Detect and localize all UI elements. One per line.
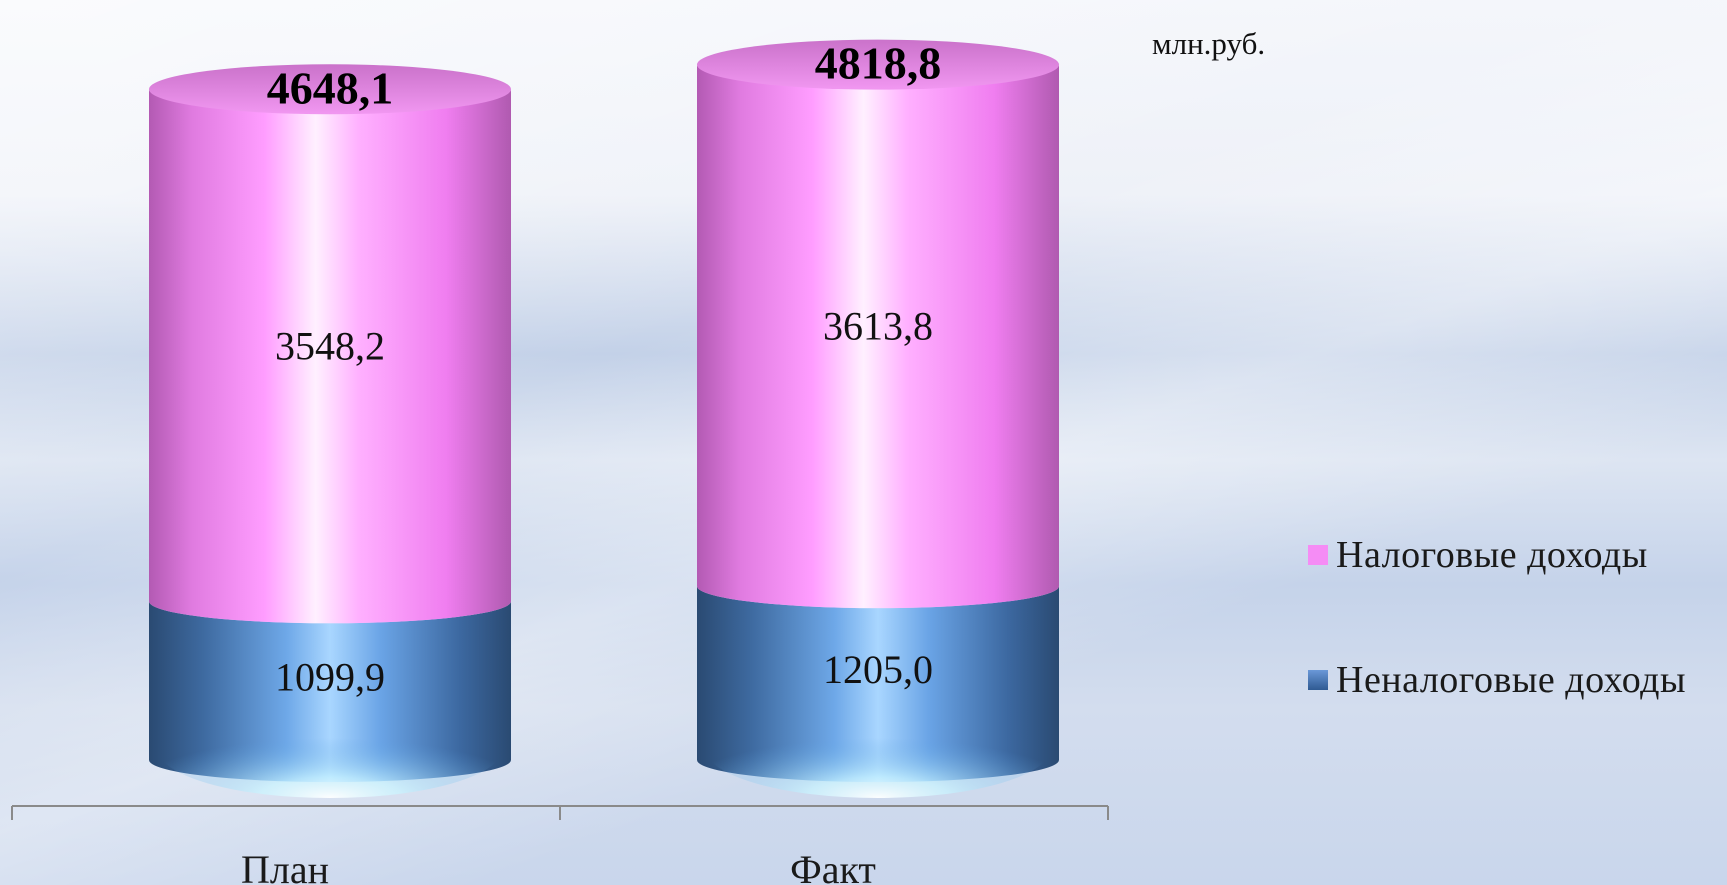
label-tax-0: 3548,2 [275, 323, 385, 368]
legend: Налоговые доходы Неналоговые доходы [1308, 534, 1686, 701]
legend-label-nontax: Неналоговые доходы [1336, 659, 1686, 701]
label-total-1: 4818,8 [815, 38, 942, 89]
bar-top-1 [697, 39, 1059, 90]
bar-nontax-glow-1 [705, 698, 1051, 798]
label-nontax-1: 1205,0 [823, 647, 933, 692]
bar-tax-1 [697, 64, 1060, 609]
bar-tax-0 [149, 89, 511, 624]
bar-top-0 [149, 64, 511, 115]
legend-swatch-nontax [1308, 670, 1328, 690]
unit-label: млн.руб. [1152, 26, 1266, 61]
bar-nontax-glow-0 [157, 698, 503, 798]
x-tick-label-1: Факт [790, 847, 876, 885]
label-tax-1: 3613,8 [823, 303, 933, 348]
x-tick-label-0: План [241, 847, 329, 885]
legend-label-tax: Налоговые доходы [1336, 534, 1648, 576]
legend-item-tax: Налоговые доходы [1308, 534, 1686, 576]
label-total-0: 4648,1 [267, 62, 394, 113]
legend-item-nontax: Неналоговые доходы [1308, 659, 1686, 701]
label-nontax-0: 1099,9 [275, 655, 385, 700]
legend-swatch-tax [1308, 545, 1328, 565]
